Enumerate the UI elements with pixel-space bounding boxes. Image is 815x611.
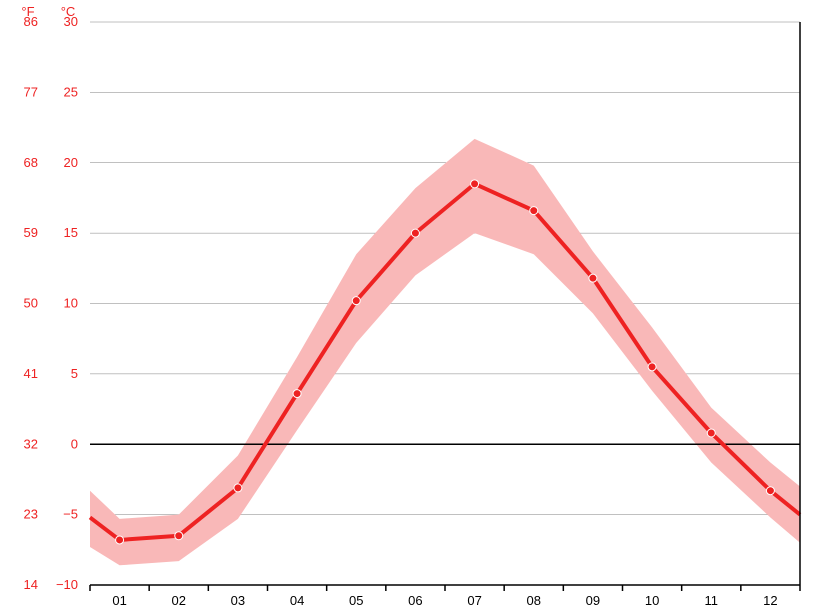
data-point bbox=[175, 532, 183, 540]
y-axis-label-celsius: 15 bbox=[64, 225, 78, 240]
y-axis-label-fahrenheit: 41 bbox=[24, 366, 38, 381]
x-axis-label: 06 bbox=[408, 593, 422, 608]
temperature-range-band bbox=[90, 139, 800, 565]
chart-svg: 010203040506070809101112−10−505101520253… bbox=[0, 0, 815, 611]
x-axis-label: 11 bbox=[705, 593, 719, 608]
data-point bbox=[530, 207, 538, 215]
data-point bbox=[589, 274, 597, 282]
x-axis-label: 02 bbox=[172, 593, 186, 608]
x-axis-label: 08 bbox=[527, 593, 541, 608]
y-axis-label-celsius: 5 bbox=[71, 366, 78, 381]
x-axis-label: 09 bbox=[586, 593, 600, 608]
x-axis-label: 01 bbox=[112, 593, 126, 608]
x-axis-label: 07 bbox=[467, 593, 481, 608]
y-axis-label-fahrenheit: 59 bbox=[24, 225, 38, 240]
x-axis-label: 10 bbox=[645, 593, 659, 608]
data-point bbox=[707, 429, 715, 437]
y-axis-label-fahrenheit: 23 bbox=[24, 507, 38, 522]
y-axis-label-fahrenheit: 68 bbox=[24, 155, 38, 170]
data-point bbox=[352, 297, 360, 305]
x-axis-label: 03 bbox=[231, 593, 245, 608]
y-axis-label-celsius: 25 bbox=[64, 84, 78, 99]
x-axis-label: 04 bbox=[290, 593, 304, 608]
data-point bbox=[648, 363, 656, 371]
data-point bbox=[234, 484, 242, 492]
y-axis-label-celsius: −10 bbox=[56, 577, 78, 592]
x-axis-label: 12 bbox=[763, 593, 777, 608]
y-axis-label-celsius: −5 bbox=[63, 507, 78, 522]
y-axis-label-celsius: 0 bbox=[71, 436, 78, 451]
data-point bbox=[116, 536, 124, 544]
y-axis-label-fahrenheit: 32 bbox=[24, 436, 38, 451]
data-point bbox=[293, 390, 301, 398]
y-axis-label-fahrenheit: 14 bbox=[24, 577, 38, 592]
y-axis-label-celsius: 20 bbox=[64, 155, 78, 170]
y-axis-label-fahrenheit: 77 bbox=[24, 84, 38, 99]
data-point bbox=[411, 229, 419, 237]
unit-label-fahrenheit: °F bbox=[21, 4, 34, 19]
data-point bbox=[766, 487, 774, 495]
y-axis-label-celsius: 10 bbox=[64, 296, 78, 311]
data-point bbox=[471, 180, 479, 188]
x-axis-label: 05 bbox=[349, 593, 363, 608]
y-axis-label-fahrenheit: 50 bbox=[24, 296, 38, 311]
unit-label-celsius: °C bbox=[61, 4, 76, 19]
temperature-chart: 010203040506070809101112−10−505101520253… bbox=[0, 0, 815, 611]
